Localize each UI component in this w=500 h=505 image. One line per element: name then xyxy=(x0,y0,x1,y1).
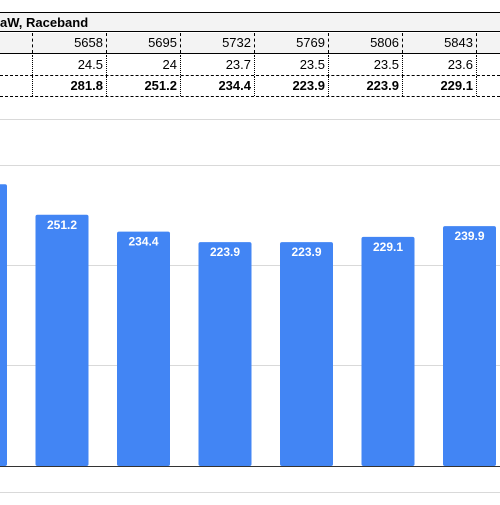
bar-data-label: 229.1 xyxy=(373,240,403,254)
chart-top-border xyxy=(0,119,500,120)
frequency-cell: 5806 xyxy=(328,33,402,53)
bar xyxy=(117,231,170,466)
power-cell: 223.9 xyxy=(254,76,328,96)
frequency-cell-blank xyxy=(476,33,500,53)
chart-bottom-border xyxy=(0,492,500,493)
value-cell: 23.7 xyxy=(180,55,254,75)
value-cell: 23.5 xyxy=(254,55,328,75)
power-cell: 281.8 xyxy=(32,76,106,96)
table-title-text: aW, Raceband xyxy=(0,15,89,30)
value-cell: 24.5 xyxy=(32,55,106,75)
bar xyxy=(280,242,333,466)
value-cell: 23.5 xyxy=(328,55,402,75)
power-cell: 229.1 xyxy=(402,76,476,96)
bar-data-label: 234.4 xyxy=(128,235,158,249)
value-cell-blank xyxy=(476,55,500,75)
power-cell: 234.4 xyxy=(180,76,254,96)
bar xyxy=(35,214,89,466)
bar xyxy=(198,242,252,466)
bar-data-label: 251.2 xyxy=(47,218,77,232)
frequency-cell: 5695 xyxy=(106,33,180,53)
value-cell: 24 xyxy=(106,55,180,75)
power-cell-blank xyxy=(476,76,500,96)
bar xyxy=(443,226,496,466)
frequency-cell: 5843 xyxy=(402,33,476,53)
bar-data-label: 223.9 xyxy=(291,245,321,259)
bar-data-label: 239.9 xyxy=(454,229,484,243)
frequency-cell: 5769 xyxy=(254,33,328,53)
bar-data-label: 223.9 xyxy=(210,245,240,259)
power-row: 281.8 251.2 234.4 223.9 223.9 229.1 xyxy=(0,76,500,97)
frequency-cell: 5732 xyxy=(180,33,254,53)
value-cell: 23.6 xyxy=(402,55,476,75)
values-row: 24.5 24 23.7 23.5 23.5 23.6 xyxy=(0,55,500,76)
bar xyxy=(0,184,7,466)
bar xyxy=(361,236,415,466)
frequency-header-row: 5658 5695 5732 5769 5806 5843 xyxy=(0,33,500,54)
frequency-cell: 5658 xyxy=(32,33,106,53)
table-title: aW, Raceband xyxy=(0,12,500,32)
power-cell: 251.2 xyxy=(106,76,180,96)
power-cell: 223.9 xyxy=(328,76,402,96)
